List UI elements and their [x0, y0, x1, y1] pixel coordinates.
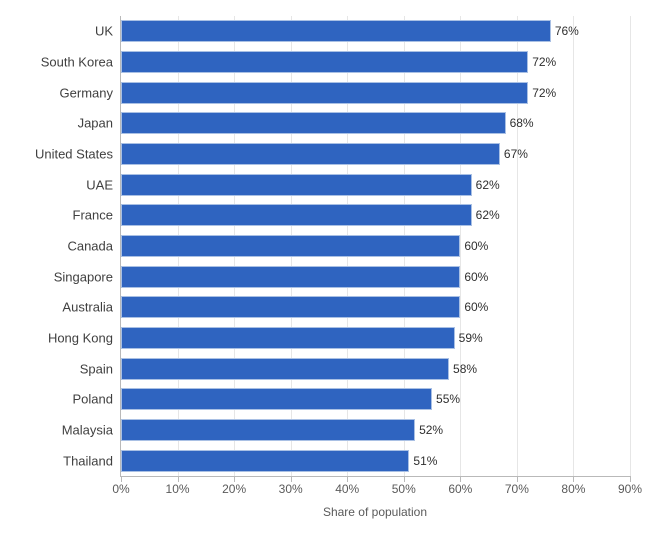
- category-label: Japan: [78, 116, 121, 131]
- bar-row: Malaysia52%: [121, 415, 630, 446]
- bar: [121, 82, 528, 104]
- bar: [121, 51, 528, 73]
- bar-row: Germany72%: [121, 77, 630, 108]
- x-tick-label: 50%: [392, 482, 416, 496]
- bar-row: Poland55%: [121, 384, 630, 415]
- bar: [121, 266, 460, 288]
- category-label: Canada: [67, 238, 121, 253]
- bar: [121, 143, 500, 165]
- x-axis-title: Share of population: [120, 505, 630, 519]
- bar-row: Spain58%: [121, 353, 630, 384]
- bar: [121, 358, 449, 380]
- category-label: UK: [95, 24, 121, 39]
- value-label: 76%: [555, 24, 579, 38]
- category-label: Thailand: [63, 453, 121, 468]
- category-label: Spain: [80, 361, 121, 376]
- value-label: 62%: [476, 208, 500, 222]
- category-label: United States: [35, 146, 121, 161]
- bar: [121, 388, 432, 410]
- bar-row: Thailand51%: [121, 445, 630, 476]
- value-label: 51%: [413, 454, 437, 468]
- x-tick-label: 10%: [166, 482, 190, 496]
- x-tick-label: 60%: [448, 482, 472, 496]
- bar-row: Japan68%: [121, 108, 630, 139]
- bar-row: Australia60%: [121, 292, 630, 323]
- bar-chart: 0%10%20%30%40%50%60%70%80%90%UK76%South …: [0, 0, 670, 533]
- category-label: Malaysia: [62, 422, 121, 437]
- category-label: Germany: [60, 85, 121, 100]
- category-label: Poland: [73, 392, 121, 407]
- value-label: 60%: [464, 300, 488, 314]
- category-label: France: [73, 208, 121, 223]
- value-label: 59%: [459, 331, 483, 345]
- category-label: Singapore: [54, 269, 121, 284]
- x-tick-label: 80%: [561, 482, 585, 496]
- x-tick-label: 0%: [112, 482, 129, 496]
- value-label: 68%: [510, 116, 534, 130]
- value-label: 67%: [504, 147, 528, 161]
- value-label: 60%: [464, 239, 488, 253]
- value-label: 60%: [464, 270, 488, 284]
- x-tick-label: 90%: [618, 482, 642, 496]
- x-tick-label: 30%: [279, 482, 303, 496]
- bar: [121, 296, 460, 318]
- bar-row: UK76%: [121, 16, 630, 47]
- grid-line: [630, 16, 631, 476]
- bar: [121, 112, 506, 134]
- value-label: 72%: [532, 55, 556, 69]
- bar: [121, 327, 455, 349]
- bar: [121, 235, 460, 257]
- x-tick-label: 40%: [335, 482, 359, 496]
- bar-row: France62%: [121, 200, 630, 231]
- category-label: UAE: [86, 177, 121, 192]
- category-label: South Korea: [41, 54, 121, 69]
- bar: [121, 20, 551, 42]
- bar-row: Canada60%: [121, 231, 630, 262]
- bar: [121, 174, 472, 196]
- x-tick-label: 20%: [222, 482, 246, 496]
- value-label: 52%: [419, 423, 443, 437]
- bar-row: Singapore60%: [121, 261, 630, 292]
- x-tick-label: 70%: [505, 482, 529, 496]
- value-label: 72%: [532, 86, 556, 100]
- bar: [121, 450, 409, 472]
- value-label: 55%: [436, 392, 460, 406]
- bar-row: South Korea72%: [121, 47, 630, 78]
- bar-row: Hong Kong59%: [121, 323, 630, 354]
- value-label: 58%: [453, 362, 477, 376]
- bar-row: UAE62%: [121, 169, 630, 200]
- category-label: Hong Kong: [48, 330, 121, 345]
- bar: [121, 419, 415, 441]
- bar: [121, 204, 472, 226]
- plot-area: 0%10%20%30%40%50%60%70%80%90%UK76%South …: [120, 16, 630, 477]
- value-label: 62%: [476, 178, 500, 192]
- category-label: Australia: [62, 300, 121, 315]
- bar-row: United States67%: [121, 139, 630, 170]
